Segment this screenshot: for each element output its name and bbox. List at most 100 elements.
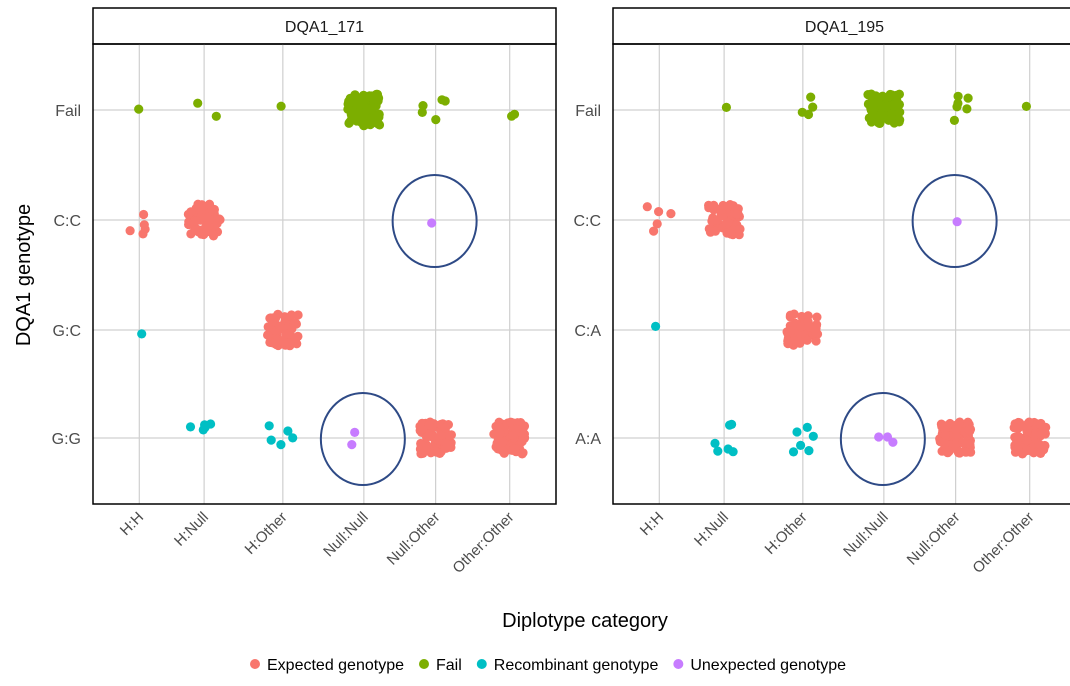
- data-point: [651, 321, 661, 331]
- x-tick-label: H:H: [117, 509, 147, 539]
- x-tick-label: Null:Other: [904, 509, 964, 569]
- panel: DQA1_171 G:G G:C C:C Fail H:H H:Null H:Other Nul…: [52, 7, 557, 577]
- data-point: [963, 417, 973, 427]
- data-point: [193, 98, 203, 108]
- data-point: [263, 322, 273, 332]
- data-point: [205, 215, 215, 225]
- data-point: [952, 217, 962, 227]
- highlight-ellipse: [839, 392, 926, 486]
- legend-label: Unexpected genotype: [690, 657, 846, 674]
- data-point: [139, 209, 149, 220]
- data-point: [710, 438, 720, 448]
- data-point: [785, 326, 796, 336]
- data-point: [444, 442, 454, 452]
- highlight-ellipse: [391, 174, 478, 268]
- data-point: [509, 109, 520, 119]
- data-point: [649, 226, 659, 236]
- data-point: [498, 446, 508, 456]
- data-point: [873, 97, 883, 107]
- data-point: [945, 418, 955, 429]
- data-point: [350, 427, 360, 437]
- data-point: [961, 447, 971, 457]
- data-point: [264, 421, 274, 431]
- data-point: [353, 98, 363, 108]
- data-point: [796, 329, 807, 339]
- legend-item: Unexpected genotype: [673, 657, 846, 674]
- data-point: [191, 216, 201, 226]
- x-tick-label: H:Other: [242, 509, 291, 558]
- data-point: [275, 321, 285, 331]
- data-point: [498, 437, 508, 447]
- data-point: [1012, 444, 1023, 454]
- data-point: [811, 336, 821, 346]
- data-point: [704, 200, 714, 210]
- data-point: [283, 426, 293, 436]
- data-point: [806, 92, 816, 102]
- data-point: [279, 337, 289, 347]
- data-point: [440, 423, 450, 433]
- data-point: [788, 447, 799, 457]
- data-point: [276, 101, 286, 111]
- data-point: [134, 104, 144, 114]
- x-tick-label: H:Null: [691, 509, 732, 550]
- x-tick-label: H:Other: [762, 509, 811, 558]
- data-point: [358, 108, 368, 118]
- legend-label: Fail: [436, 657, 462, 674]
- data-point: [808, 431, 818, 441]
- data-point: [802, 335, 812, 345]
- data-point: [428, 431, 438, 441]
- data-point: [215, 215, 225, 225]
- y-tick-label: G:G: [52, 431, 81, 448]
- legend-swatch: [673, 659, 684, 669]
- data-point: [891, 90, 902, 100]
- highlight-ellipse: [911, 174, 998, 268]
- y-tick-label: A:A: [575, 431, 601, 448]
- data-point: [785, 312, 795, 322]
- data-point: [206, 419, 216, 429]
- x-tick-label: H:Null: [171, 509, 212, 550]
- legend: Expected genotype Fail Recombinant genotyp…: [250, 657, 846, 674]
- legend-swatch: [419, 659, 429, 669]
- data-point: [140, 224, 150, 234]
- data-point: [874, 432, 884, 442]
- data-point: [887, 100, 897, 111]
- data-point: [280, 312, 290, 322]
- y-tick-label: C:A: [574, 323, 601, 340]
- data-point: [808, 102, 818, 112]
- data-point: [713, 446, 723, 456]
- data-point: [440, 96, 450, 106]
- facet-strip: [92, 7, 557, 45]
- panel-border: [612, 43, 1070, 505]
- data-point: [196, 206, 207, 216]
- data-point: [952, 102, 962, 112]
- data-point: [263, 330, 273, 340]
- data-point: [1036, 429, 1046, 439]
- data-point: [666, 209, 676, 219]
- data-point: [654, 207, 664, 217]
- data-point: [811, 328, 821, 338]
- data-point: [517, 437, 527, 447]
- data-point: [964, 425, 974, 435]
- data-point: [418, 101, 428, 111]
- data-point: [517, 449, 527, 459]
- y-tick-label: C:C: [573, 213, 601, 230]
- panel: DQA1_195 A:A C:A C:C Fail H:H H:Null H:Other Nul…: [573, 7, 1070, 577]
- legend-label: Expected genotype: [267, 657, 404, 674]
- x-axis-title: Diplotype category: [502, 610, 668, 632]
- y-tick-label: Fail: [55, 103, 81, 120]
- data-point: [963, 93, 973, 103]
- data-point: [185, 422, 196, 432]
- data-point: [954, 419, 964, 429]
- data-point: [802, 422, 812, 432]
- y-tick-label: C:C: [53, 213, 81, 230]
- data-point: [944, 446, 954, 457]
- data-point: [728, 447, 738, 457]
- data-point: [193, 199, 203, 209]
- data-point: [888, 437, 898, 447]
- data-point: [721, 102, 732, 112]
- data-point: [796, 440, 806, 450]
- data-point: [431, 115, 441, 125]
- data-point: [642, 202, 652, 212]
- data-point: [727, 419, 737, 429]
